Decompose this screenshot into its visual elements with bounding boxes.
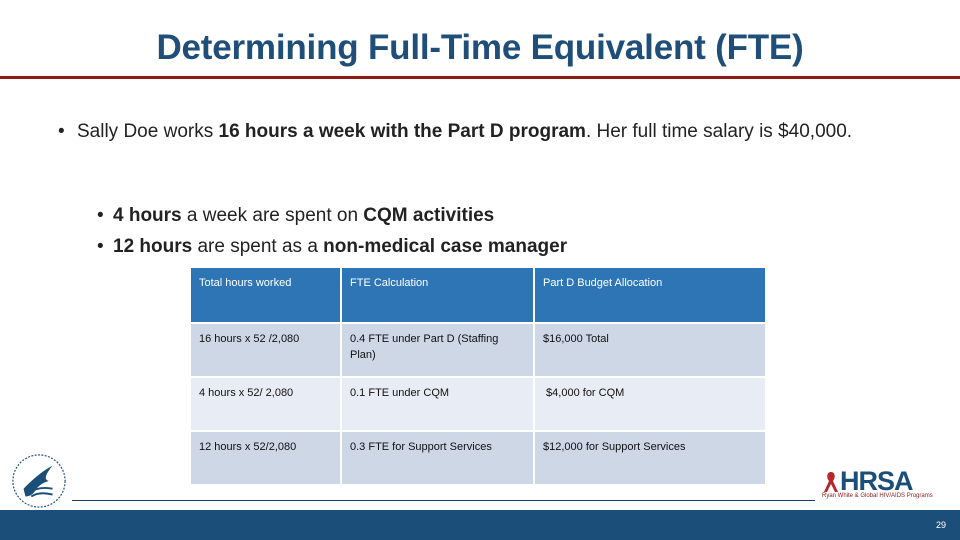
table-cell: $4,000 for CQM bbox=[535, 378, 767, 432]
slide-title: Determining Full-Time Equivalent (FTE) bbox=[156, 28, 804, 67]
sub-bullet-text: a week are spent on bbox=[181, 205, 364, 226]
hrsa-logo: HRSA bbox=[840, 466, 914, 496]
table-cell: 0.4 FTE under Part D (Staffing Plan) bbox=[342, 324, 535, 378]
sub-bullet-bold: 4 hours bbox=[113, 205, 182, 226]
sub-bullet-cqm: • 4 hours a week are spent on CQM activit… bbox=[97, 204, 494, 228]
table-cell: $16,000 Total bbox=[535, 324, 767, 378]
bullet-text-part: . Her full time salary is $40,000. bbox=[585, 121, 853, 142]
hhs-eagle-logo-icon bbox=[12, 454, 66, 508]
bullet-bold-part: 16 hours a week with the Part D program bbox=[218, 121, 586, 142]
table-cell: 0.3 FTE for Support Services bbox=[342, 432, 535, 486]
hrsa-ribbon-icon bbox=[824, 472, 838, 492]
sub-bullet-bold: CQM activities bbox=[363, 205, 495, 226]
table-cell: 16 hours x 52 /2,080 bbox=[191, 324, 342, 378]
table-header-row: Total hours worked FTE Calculation Part … bbox=[191, 268, 767, 324]
sub-bullet-bold: 12 hours bbox=[113, 236, 193, 257]
bullet-dot: • bbox=[58, 121, 65, 142]
bullet-text-part: Sally Doe works bbox=[77, 121, 219, 142]
bullet-dot: • bbox=[97, 236, 104, 257]
footer-divider bbox=[72, 500, 815, 501]
table-cell: 4 hours x 52/ 2,080 bbox=[191, 378, 342, 432]
table-row: 4 hours x 52/ 2,080 0.1 FTE under CQM $4… bbox=[191, 378, 767, 432]
sub-bullet-bold: non-medical case manager bbox=[323, 236, 568, 257]
page-number: 29 bbox=[935, 520, 946, 530]
table-header-cell: FTE Calculation bbox=[342, 268, 535, 324]
main-bullet: • Sally Doe works 16 hours a week with t… bbox=[58, 120, 888, 144]
main-bullet-text: Sally Doe works 16 hours a week with the… bbox=[58, 120, 888, 144]
sub-bullet-case-manager: • 12 hours are spent as a non-medical cas… bbox=[97, 235, 567, 259]
table-cell: $12,000 for Support Services bbox=[535, 432, 767, 486]
table-header-cell: Total hours worked bbox=[191, 268, 342, 324]
fte-table: Total hours worked FTE Calculation Part … bbox=[189, 266, 769, 488]
footer-bar bbox=[0, 510, 960, 540]
sub-bullet-text: are spent as a bbox=[192, 236, 324, 257]
bullet-dot: • bbox=[97, 205, 104, 226]
table-row: 12 hours x 52/2,080 0.3 FTE for Support … bbox=[191, 432, 767, 486]
table-cell: 12 hours x 52/2,080 bbox=[191, 432, 342, 486]
hrsa-tagline: Ryan White & Global HIV/AIDS Programs bbox=[822, 493, 933, 499]
title-divider bbox=[0, 76, 960, 79]
table-header-cell: Part D Budget Allocation bbox=[535, 268, 767, 324]
table-cell: 0.1 FTE under CQM bbox=[342, 378, 535, 432]
table-row: 16 hours x 52 /2,080 0.4 FTE under Part … bbox=[191, 324, 767, 378]
